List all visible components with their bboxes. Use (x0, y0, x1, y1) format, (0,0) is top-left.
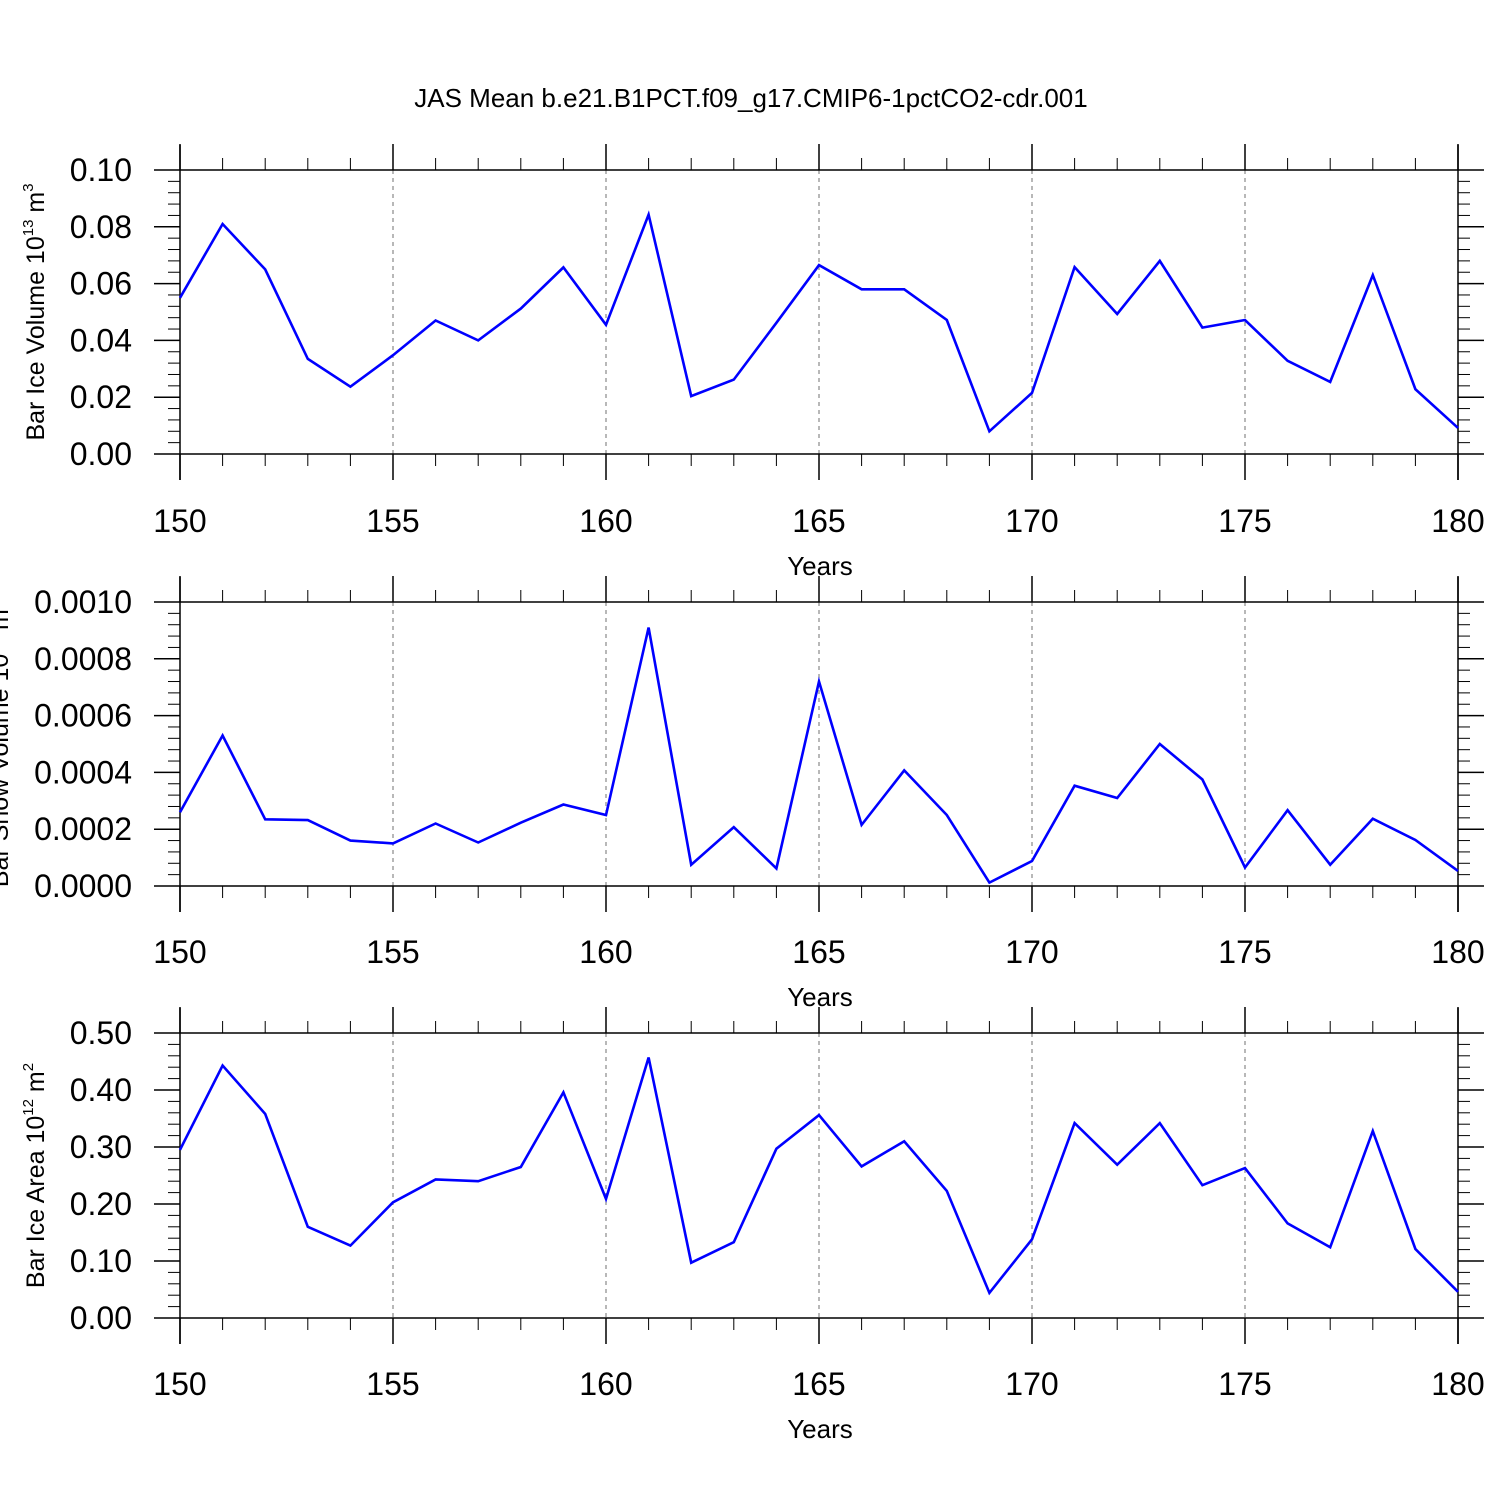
y-tick-label: 0.20 (70, 1186, 132, 1222)
y-tick-label: 0.30 (70, 1129, 132, 1165)
x-tick-label: 165 (792, 1366, 845, 1402)
x-axis-label: Years (787, 551, 853, 581)
x-tick-label: 175 (1218, 1366, 1271, 1402)
chart-panel-2: 0.0000 0.0002 0.0004 0.0006 0.0008 0.0010 150 1… (0, 576, 1485, 1012)
y-axis-label: Bar Ice Volume 1013 m3 (20, 183, 50, 440)
x-tick-label: 155 (366, 503, 419, 539)
y-tick-label: 0.0004 (34, 754, 132, 790)
y-tick-label: 0.0006 (34, 698, 132, 734)
y-axis-label-unit-exponent: 3 (20, 183, 37, 191)
x-tick-label: 150 (153, 503, 206, 539)
series-line-1 (178, 1057, 1459, 1296)
x-axis-label: Years (787, 1414, 853, 1444)
y-axis-label-text: Bar Snow Volume 10 (0, 654, 14, 887)
y-tick-label: 0.00 (70, 436, 132, 472)
x-tick-label: 180 (1431, 934, 1484, 970)
y-axis-label-text: Bar Ice Volume 10 (22, 236, 50, 440)
x-axis-label: Years (787, 982, 853, 1012)
y-axis-label-exponent: 13 (20, 220, 37, 237)
y-axis-label-text: Bar Ice Area 10 (22, 1116, 50, 1288)
y-tick-label: 0.40 (70, 1072, 132, 1108)
y-axis-label: Bar Ice Area 1012 m2 (20, 1063, 50, 1288)
chart-panel-1: 0.00 0.02 0.04 0.06 0.08 0.10 150 155 160 165 170 1… (20, 144, 1485, 581)
y-tick-label: 0.04 (70, 322, 132, 358)
y-axis-label-unit: m (0, 609, 14, 637)
y-axis-label-unit-exponent: 2 (20, 1063, 37, 1071)
panels: 0.00 0.02 0.04 0.06 0.08 0.10 150 155 160 165 170 1… (0, 144, 1485, 1444)
x-tick-label: 150 (153, 934, 206, 970)
y-axis-label-exponent: 13 (0, 637, 1, 654)
x-tick-label: 165 (792, 503, 845, 539)
y-tick-label: 0.10 (70, 152, 132, 188)
x-tick-label: 180 (1431, 1366, 1484, 1402)
x-tick-label: 160 (579, 1366, 632, 1402)
y-tick-label: 0.00 (70, 1300, 132, 1336)
x-tick-label: 155 (366, 1366, 419, 1402)
y-tick-label: 0.50 (70, 1015, 132, 1051)
y-axis-label-unit: m (22, 192, 50, 220)
y-tick-label: 0.02 (70, 379, 132, 415)
y-tick-label: 0.0008 (34, 641, 132, 677)
x-tick-label: 170 (1005, 934, 1058, 970)
y-axis-label-unit: m (22, 1071, 50, 1099)
x-tick-label: 170 (1005, 503, 1058, 539)
series-line-1 (178, 210, 1459, 434)
x-tick-label: 170 (1005, 1366, 1058, 1402)
figure-title: JAS Mean b.e21.B1PCT.f09_g17.CMIP6-1pctC… (414, 83, 1087, 113)
y-axis-label-exponent: 12 (20, 1099, 37, 1116)
x-tick-label: 155 (366, 934, 419, 970)
chart-panel-3: 0.00 0.10 0.20 0.30 0.40 0.50 150 155 160 165 170 1… (20, 1007, 1485, 1444)
x-tick-label: 160 (579, 503, 632, 539)
x-tick-label: 175 (1218, 503, 1271, 539)
x-tick-label: 175 (1218, 934, 1271, 970)
y-axis-label-unit-exponent: 3 (0, 601, 1, 609)
y-tick-label: 0.0000 (34, 868, 132, 904)
y-tick-label: 0.0002 (34, 811, 132, 847)
y-tick-label: 0.0010 (34, 584, 132, 620)
x-tick-label: 165 (792, 934, 845, 970)
x-tick-label: 150 (153, 1366, 206, 1402)
x-tick-label: 180 (1431, 503, 1484, 539)
x-tick-label: 160 (579, 934, 632, 970)
y-tick-label: 0.06 (70, 266, 132, 302)
y-axis-label: Bar Snow Volume 1013 m3 (0, 601, 14, 887)
y-tick-label: 0.10 (70, 1243, 132, 1279)
series-line-1 (178, 627, 1459, 885)
y-tick-label: 0.08 (70, 209, 132, 245)
